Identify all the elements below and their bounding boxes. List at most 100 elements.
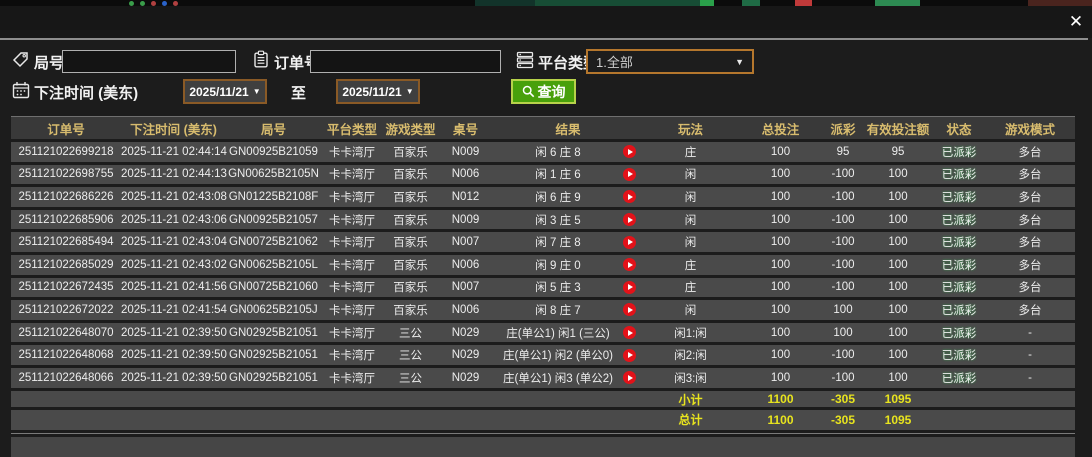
play-icon bbox=[628, 329, 633, 336]
column-header: 玩法 bbox=[677, 122, 703, 137]
round-number-input[interactable] bbox=[62, 50, 236, 73]
cell-result: 闲 3 庄 5 bbox=[493, 212, 643, 228]
cell-table-no: N009 bbox=[451, 145, 480, 158]
replay-video-button[interactable] bbox=[623, 167, 636, 181]
cell-payout: 95 bbox=[836, 145, 850, 158]
column-header: 下注时间 (美东) bbox=[130, 122, 217, 137]
cell-table-no: N006 bbox=[451, 303, 480, 316]
cell-valid-bet: 100 bbox=[888, 168, 908, 181]
replay-video-button[interactable] bbox=[623, 258, 636, 272]
grand-total-row-label: 总计 bbox=[678, 413, 703, 428]
order-number-input[interactable] bbox=[310, 50, 501, 73]
result-text: 庄(单公1) 闲3 (单公2) bbox=[503, 372, 613, 385]
result-text: 闲 8 庄 7 bbox=[535, 304, 581, 317]
cell-game-mode: 多台 bbox=[1018, 191, 1042, 204]
cell-platform: 卡卡湾厅 bbox=[329, 327, 375, 340]
cell-game-type: 百家乐 bbox=[393, 237, 428, 250]
cell-result: 庄(单公1) 闲2 (单公0) bbox=[493, 347, 643, 363]
cell-game-mode: 多台 bbox=[1018, 237, 1042, 250]
chevron-down-icon: ▼ bbox=[252, 87, 261, 96]
replay-video-button[interactable] bbox=[623, 348, 636, 362]
cell-game-type: 百家乐 bbox=[393, 282, 428, 295]
cell-platform: 卡卡湾厅 bbox=[329, 372, 375, 385]
column-header: 桌号 bbox=[452, 122, 478, 137]
cell-play-type: 庄 bbox=[684, 146, 697, 159]
cell-order-id: 251121022672022 bbox=[18, 303, 114, 316]
play-icon bbox=[628, 261, 633, 268]
cell-table-no: N006 bbox=[451, 258, 480, 271]
cell-game-type: 三公 bbox=[399, 327, 422, 340]
column-header: 总投注 bbox=[761, 122, 800, 137]
replay-video-button[interactable] bbox=[623, 303, 636, 317]
cell-round-id: GN00625B2105N bbox=[228, 168, 319, 181]
date-to-picker[interactable]: 2025/11/21 ▼ bbox=[336, 79, 420, 104]
replay-video-button[interactable] bbox=[623, 280, 636, 294]
grand-total-row: 总计 1100 -305 1095 bbox=[11, 409, 1075, 430]
cell-total-bet: 100 bbox=[770, 213, 791, 226]
table-row: 251121022648070 2025-11-21 02:39:50 GN0292… bbox=[11, 322, 1075, 343]
replay-video-button[interactable] bbox=[623, 326, 636, 340]
cell-order-id: 251121022648070 bbox=[18, 326, 114, 339]
calendar-icon bbox=[12, 82, 30, 99]
column-header: 派彩 bbox=[830, 122, 856, 137]
cell-round-id: GN00925B21059 bbox=[229, 145, 318, 158]
cell-table-no: N006 bbox=[451, 168, 480, 181]
cell-total-bet: 100 bbox=[770, 371, 791, 384]
subtotal-row-total-bet: 1100 bbox=[767, 392, 794, 407]
table-row: 251121022685906 2025-11-21 02:43:06 GN0092… bbox=[11, 209, 1075, 230]
replay-video-button[interactable] bbox=[623, 190, 636, 204]
play-icon bbox=[628, 284, 633, 291]
cell-table-no: N012 bbox=[451, 190, 480, 203]
platform-type-select[interactable]: 1.全部 ▼ bbox=[586, 49, 754, 74]
cell-play-type: 闲 bbox=[684, 169, 697, 182]
date-from-picker[interactable]: 2025/11/21 ▼ bbox=[183, 79, 267, 104]
cell-status: 已派彩 bbox=[941, 191, 977, 204]
platform-type-value: 1.全部 bbox=[596, 55, 633, 70]
query-button[interactable]: 查询 bbox=[511, 79, 576, 104]
cell-status: 已派彩 bbox=[941, 282, 977, 295]
cell-table-no: N009 bbox=[451, 213, 480, 226]
table-row: 251121022648068 2025-11-21 02:39:50 GN0292… bbox=[11, 345, 1075, 365]
replay-video-button[interactable] bbox=[623, 213, 636, 227]
cell-valid-bet: 100 bbox=[888, 236, 908, 249]
play-icon bbox=[628, 171, 633, 178]
bet-records-table: 订单号 下注时间 (美东) 局号 平台类型 游戏类型 桌号 结果 玩法 总投注 派彩 有效投注额 状态… bbox=[11, 116, 1075, 457]
cell-game-type: 百家乐 bbox=[393, 214, 428, 227]
cell-platform: 卡卡湾厅 bbox=[329, 304, 375, 317]
tag-icon bbox=[12, 52, 28, 68]
cell-round-id: GN02925B21051 bbox=[229, 371, 318, 384]
cell-platform: 卡卡湾厅 bbox=[329, 169, 375, 182]
cell-table-no: N007 bbox=[451, 281, 480, 294]
column-header: 游戏模式 bbox=[1004, 122, 1055, 137]
table-row: 251121022685494 2025-11-21 02:43:04 GN0072… bbox=[11, 232, 1075, 252]
cell-game-mode: 多台 bbox=[1018, 282, 1042, 295]
chevron-down-icon: ▼ bbox=[405, 87, 414, 96]
cell-play-type: 闲 bbox=[684, 304, 697, 317]
replay-video-button[interactable] bbox=[623, 235, 636, 249]
cell-valid-bet: 100 bbox=[888, 281, 908, 294]
cell-game-type: 三公 bbox=[399, 372, 422, 385]
magnifier-icon bbox=[522, 85, 534, 98]
subtotal-row-payout: -305 bbox=[830, 392, 856, 407]
replay-video-button[interactable] bbox=[623, 145, 636, 159]
result-text: 闲 6 庄 8 bbox=[535, 146, 581, 159]
cell-total-bet: 100 bbox=[770, 326, 791, 339]
cell-play-type: 庄 bbox=[684, 259, 697, 272]
cell-bet-time: 2025-11-21 02:43:08 bbox=[121, 190, 227, 203]
cell-round-id: GN00925B21057 bbox=[229, 213, 318, 226]
close-icon[interactable]: ✕ bbox=[1068, 12, 1084, 31]
cell-status: 已派彩 bbox=[941, 327, 977, 340]
cell-bet-time: 2025-11-21 02:41:56 bbox=[121, 281, 227, 294]
column-header: 结果 bbox=[555, 122, 581, 137]
play-icon bbox=[628, 193, 633, 200]
replay-video-button[interactable] bbox=[623, 371, 636, 385]
cell-platform: 卡卡湾厅 bbox=[329, 282, 375, 295]
cell-round-id: GN00725B21060 bbox=[229, 281, 318, 294]
cell-play-type: 闲 bbox=[684, 237, 697, 250]
result-text: 庄(单公1) 闲1 (三公) bbox=[506, 327, 610, 340]
cell-play-type: 闲3:闲 bbox=[674, 372, 707, 385]
grand-total-row-payout: -305 bbox=[830, 412, 856, 427]
cell-order-id: 251121022648068 bbox=[18, 349, 114, 362]
cell-total-bet: 100 bbox=[770, 303, 791, 316]
cell-order-id: 251121022685494 bbox=[18, 236, 114, 249]
